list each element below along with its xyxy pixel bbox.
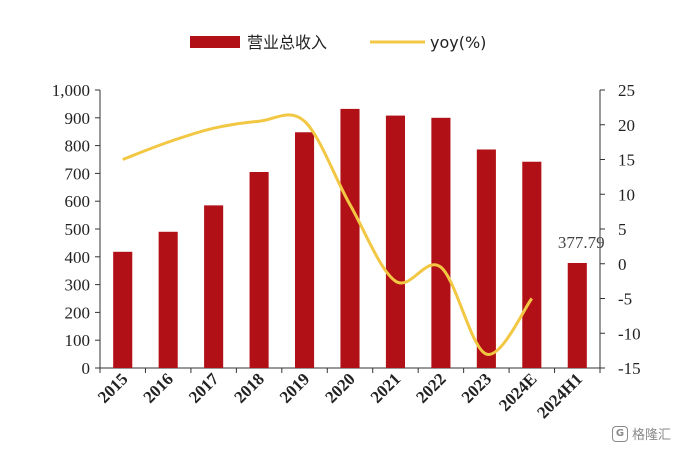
y-left-tick-label: 0 [82, 359, 91, 378]
bar-2021 [385, 115, 405, 369]
x-tick-label: 2022 [412, 369, 449, 406]
y-left-tick-label: 300 [65, 276, 91, 295]
y-left-tick-label: 700 [65, 164, 91, 183]
bar-2019 [295, 132, 315, 368]
watermark-logo-icon: G [612, 425, 628, 442]
x-tick-label: 2018 [230, 369, 267, 406]
x-tick-label: 2024H1 [533, 369, 586, 422]
bar-2017 [204, 205, 224, 368]
bar-2024H1 [567, 262, 587, 368]
y-left-tick-label: 800 [65, 137, 91, 156]
bar-2023 [476, 149, 496, 368]
y-right-tick-label: 0 [618, 255, 627, 274]
watermark-text: 格隆汇 [632, 428, 672, 443]
x-tick-label: 2019 [276, 369, 313, 406]
x-tick-label: 2023 [458, 369, 495, 406]
bar-2015 [113, 251, 133, 368]
bar-2022 [431, 117, 451, 368]
x-tick-label: 2020 [321, 369, 358, 406]
bar-2020 [340, 108, 360, 369]
bar-2018 [249, 172, 269, 368]
y-right-tick-label: -15 [618, 359, 641, 378]
y-left-tick-label: 400 [65, 248, 91, 267]
y-left-tick-label: 900 [65, 109, 91, 128]
watermark: G 格隆汇 [612, 424, 671, 443]
y-right-tick-label: 20 [618, 116, 635, 135]
y-right-tick-label: -5 [618, 290, 632, 309]
bar-data-label: 377.79 [558, 233, 605, 252]
yoy-line [122, 113, 534, 356]
y-right-tick-label: 25 [618, 81, 635, 100]
y-left-tick-label: 600 [65, 192, 91, 211]
y-right-tick-label: 15 [618, 151, 635, 170]
y-right-tick-label: -10 [618, 324, 641, 343]
y-right-tick-label: 5 [618, 220, 627, 239]
legend-line-label: yoy(%) [430, 33, 486, 52]
x-tick-label: 2021 [367, 369, 404, 406]
x-tick-label: 2016 [140, 369, 177, 406]
y-left-tick-label: 100 [65, 331, 91, 350]
bar-2024E [522, 161, 542, 368]
legend-bar-label: 营业总收入 [247, 33, 327, 52]
bar-2016 [158, 231, 178, 368]
x-tick-label: 2015 [94, 369, 131, 406]
y-left-tick-label: 200 [65, 303, 91, 322]
legend-bar-swatch [190, 36, 240, 48]
x-tick-label: 2017 [185, 369, 223, 407]
y-right-tick-label: 10 [618, 185, 635, 204]
y-left-tick-label: 500 [65, 220, 91, 239]
y-left-tick-label: 1,000 [52, 81, 90, 100]
